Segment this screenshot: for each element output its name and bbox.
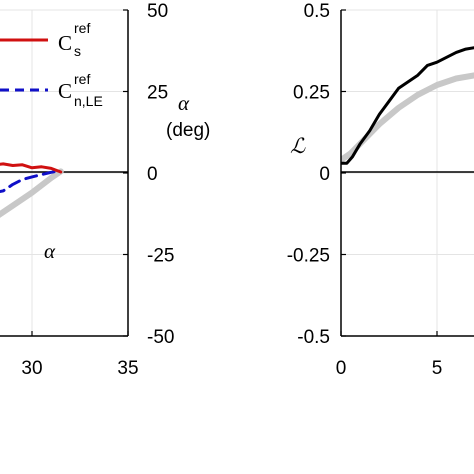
right-series-line-1	[341, 72, 474, 163]
right-series	[341, 46, 474, 165]
right-ytick-label-3: -0.25	[287, 246, 330, 267]
left-ytick-label-2: 0	[147, 164, 158, 185]
right-axis-unit: (deg)	[166, 120, 210, 141]
right-grid	[340, 9, 474, 337]
alpha-annotation: α	[44, 239, 56, 263]
left-ytick-label-1: 25	[147, 83, 168, 104]
right-series-line-0	[341, 46, 474, 165]
legend-sup-cs: ref	[74, 20, 90, 36]
left-series-line-2	[0, 168, 64, 218]
right-ytick-label-1: 0.25	[293, 83, 330, 104]
right-ytick-label-2: 0	[319, 164, 330, 185]
right-xtick-label-0: 0	[336, 358, 347, 379]
right-y-ticks: 0.5 0.25 0 -0.25 -0.5	[287, 1, 346, 348]
left-series	[0, 162, 64, 218]
left-ytick-label-3: -25	[147, 246, 174, 267]
left-ytick-label-4: -50	[147, 327, 174, 348]
legend: C ref s C ref n,LE	[0, 20, 103, 109]
right-ytick-label-0: 0.5	[304, 1, 330, 22]
legend-sup-cn: ref	[74, 71, 90, 87]
legend-sub-cn: n,LE	[74, 93, 103, 109]
legend-label-cn: C	[58, 79, 72, 103]
right-ytick-label-4: -0.5	[297, 327, 330, 348]
left-xtick-label-2: 35	[117, 358, 138, 379]
right-ylabel: ℒ	[290, 134, 306, 158]
right-axis-symbol: α	[178, 91, 190, 115]
left-x-ticks: 253035	[21, 331, 139, 379]
legend-sub-cs: s	[74, 43, 81, 59]
left-xtick-label-1: 30	[21, 358, 42, 379]
left-grid	[0, 9, 129, 337]
left-ytick-label-0: 50	[147, 1, 168, 22]
left-y-ticks: 50 25 0 -25 -50	[123, 1, 174, 348]
left-series-line-0	[0, 162, 63, 174]
right-panel: 0510 0.50.250-0.25-0.5 ℒ	[287, 1, 474, 379]
right-x-ticks: 0510	[336, 331, 443, 379]
legend-label-cs: C	[58, 31, 72, 55]
right-xtick-label-1: 5	[432, 358, 443, 379]
